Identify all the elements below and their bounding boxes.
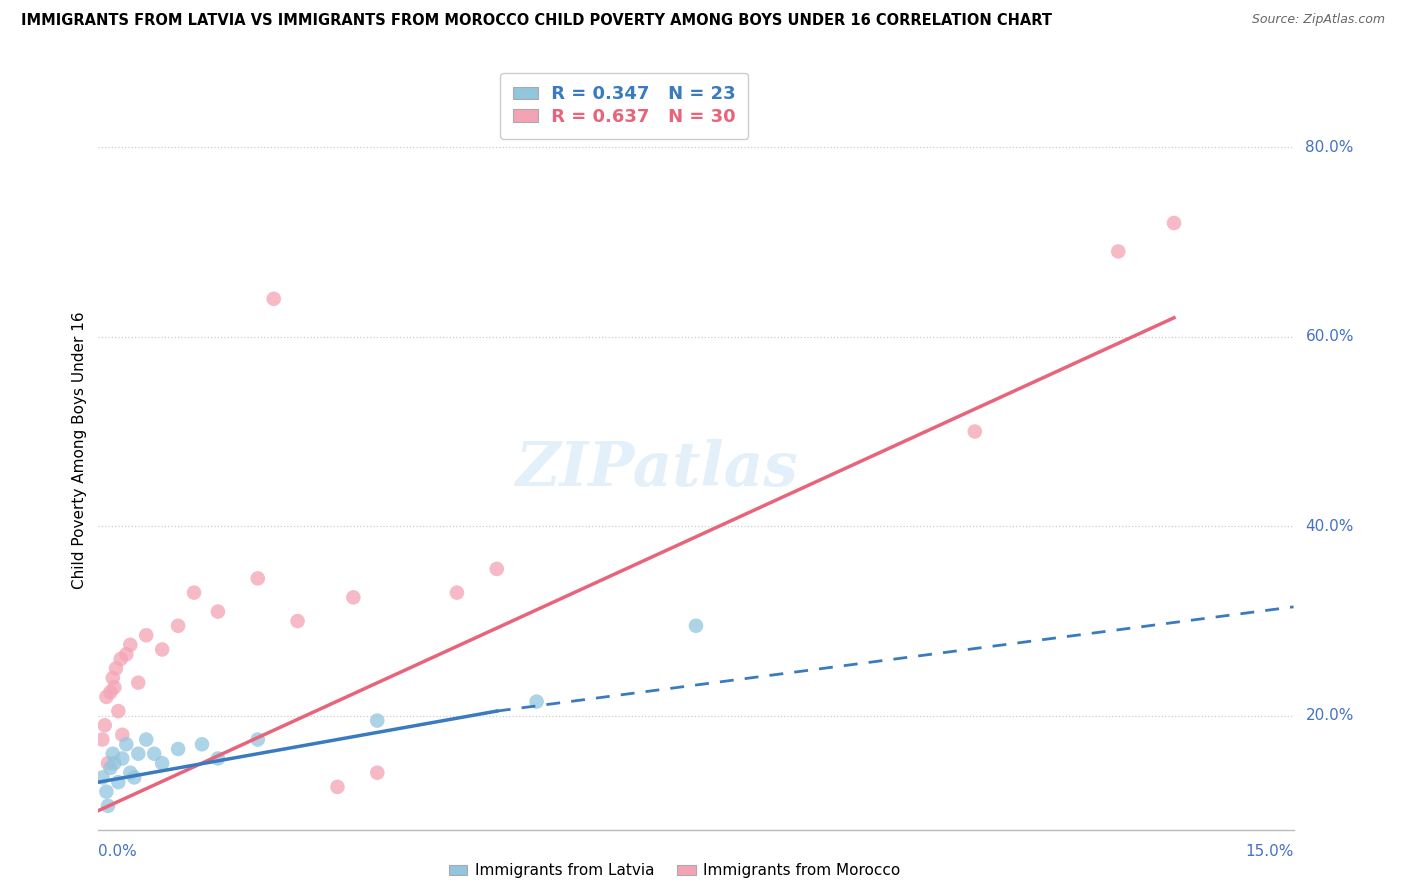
Point	[111, 728, 134, 742]
Point	[366, 765, 388, 780]
Point	[446, 585, 468, 599]
Point	[97, 756, 120, 771]
Point	[183, 585, 205, 599]
Point	[115, 647, 138, 661]
Y-axis label: Child Poverty Among Boys Under 16: Child Poverty Among Boys Under 16	[72, 311, 87, 590]
Text: 15.0%: 15.0%	[1246, 844, 1294, 859]
Point	[111, 751, 134, 765]
Point	[167, 619, 190, 633]
Point	[526, 695, 548, 709]
Text: ZIPatlas: ZIPatlas	[515, 440, 797, 500]
Text: 0.0%: 0.0%	[98, 844, 138, 859]
Point	[485, 562, 508, 576]
Text: 40.0%: 40.0%	[1306, 519, 1354, 533]
Point	[127, 747, 149, 761]
Point	[115, 737, 138, 751]
Point	[143, 747, 166, 761]
Text: 60.0%: 60.0%	[1306, 329, 1354, 344]
Text: IMMIGRANTS FROM LATVIA VS IMMIGRANTS FROM MOROCCO CHILD POVERTY AMONG BOYS UNDER: IMMIGRANTS FROM LATVIA VS IMMIGRANTS FRO…	[21, 13, 1052, 29]
Point	[150, 756, 173, 771]
Point	[263, 292, 285, 306]
Point	[246, 732, 269, 747]
Point	[135, 732, 157, 747]
Point	[96, 785, 118, 799]
Point	[963, 425, 986, 439]
Point	[101, 747, 124, 761]
Legend: Immigrants from Latvia, Immigrants from Morocco: Immigrants from Latvia, Immigrants from …	[443, 857, 907, 884]
Point	[104, 661, 127, 675]
Point	[120, 638, 142, 652]
Point	[167, 742, 190, 756]
Point	[127, 675, 149, 690]
Point	[326, 780, 349, 794]
Point	[135, 628, 157, 642]
Point	[98, 761, 122, 775]
Point	[342, 591, 364, 605]
Point	[91, 771, 114, 785]
Point	[107, 775, 129, 789]
Text: 80.0%: 80.0%	[1306, 140, 1354, 154]
Point	[103, 756, 125, 771]
Point	[101, 671, 124, 685]
Point	[120, 765, 142, 780]
Point	[94, 718, 117, 732]
Point	[246, 571, 269, 585]
Point	[91, 732, 114, 747]
Point	[1163, 216, 1185, 230]
Point	[207, 751, 229, 765]
Point	[287, 855, 309, 870]
Legend:  R = 0.347   N = 23,  R = 0.637   N = 30: R = 0.347 N = 23, R = 0.637 N = 30	[501, 73, 748, 138]
Point	[150, 642, 173, 657]
Point	[124, 771, 146, 785]
Point	[207, 605, 229, 619]
Point	[98, 685, 122, 699]
Text: 20.0%: 20.0%	[1306, 708, 1354, 723]
Point	[96, 690, 118, 704]
Point	[191, 737, 214, 751]
Point	[366, 714, 388, 728]
Point	[103, 681, 125, 695]
Point	[107, 704, 129, 718]
Point	[287, 614, 309, 628]
Text: Source: ZipAtlas.com: Source: ZipAtlas.com	[1251, 13, 1385, 27]
Point	[110, 652, 132, 666]
Point	[1107, 244, 1129, 259]
Point	[685, 619, 707, 633]
Point	[97, 798, 120, 813]
